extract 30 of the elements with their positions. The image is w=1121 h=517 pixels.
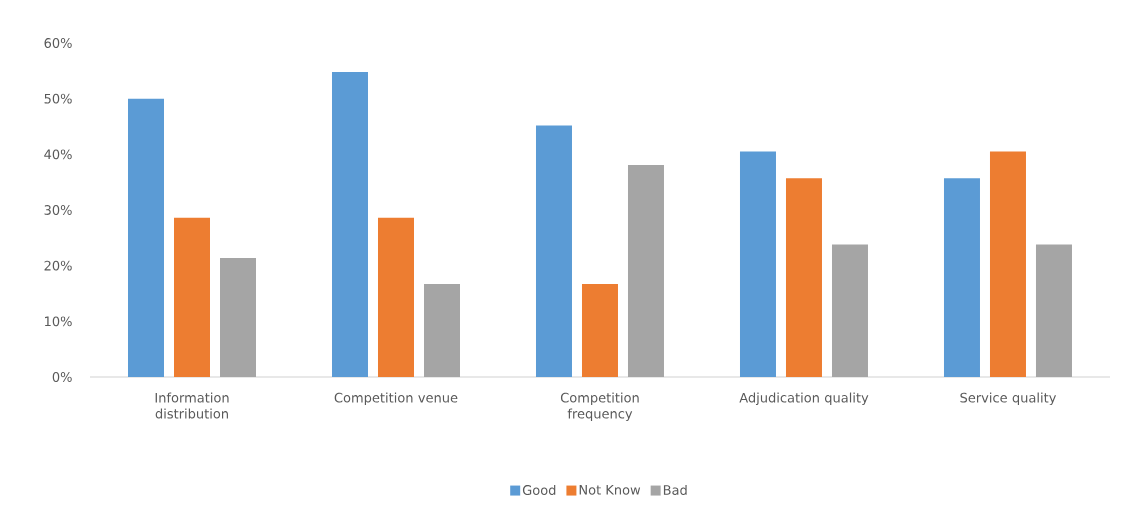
x-tick-label: Competition venue bbox=[334, 392, 458, 406]
bar bbox=[377, 217, 414, 377]
bar bbox=[581, 284, 618, 377]
y-tick-label: 0% bbox=[52, 372, 72, 382]
bar bbox=[989, 151, 1026, 377]
bar bbox=[627, 164, 664, 377]
bar bbox=[220, 257, 256, 377]
bar bbox=[331, 71, 368, 377]
x-tick-label: Information distribution bbox=[155, 392, 229, 419]
y-tick-label: 60% bbox=[44, 38, 72, 48]
y-tick-label: 10% bbox=[45, 316, 72, 327]
legend-label: Bad bbox=[663, 484, 687, 495]
y-tick-label: 50% bbox=[44, 93, 72, 104]
x-tick-label: Service quality bbox=[960, 392, 1057, 406]
bar bbox=[739, 151, 776, 377]
bar bbox=[831, 244, 868, 377]
x-tick-label: Competition frequency bbox=[560, 392, 639, 422]
bar bbox=[128, 98, 164, 377]
bar bbox=[943, 178, 980, 377]
legend-label: Not Know bbox=[579, 485, 641, 495]
bar bbox=[424, 284, 460, 377]
bar bbox=[535, 125, 572, 377]
y-tick-label: 30% bbox=[44, 205, 72, 215]
x-tick-label: Adjudication quality bbox=[739, 392, 869, 406]
bar bbox=[174, 217, 210, 377]
y-tick-label: 40% bbox=[44, 149, 72, 160]
bar bbox=[785, 178, 822, 377]
y-tick-label: 20% bbox=[44, 260, 72, 271]
bar bbox=[1035, 244, 1072, 377]
legend-label: Good bbox=[522, 484, 556, 495]
